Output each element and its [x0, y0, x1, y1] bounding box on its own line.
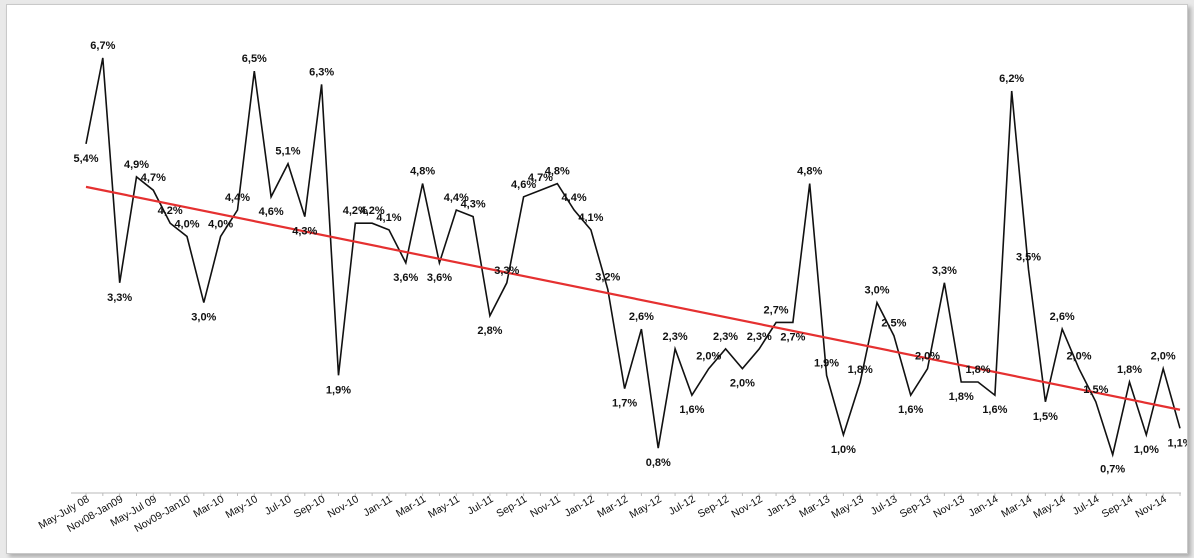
x-tick-label: Jul-13 [869, 493, 900, 518]
data-label: 5,1% [275, 146, 300, 158]
x-tick-label: Jul-10 [263, 493, 294, 518]
data-label: 1,8% [848, 364, 873, 376]
data-label: 4,6% [511, 179, 536, 191]
x-tick-label: Mar-12 [595, 493, 630, 520]
data-label: 2,0% [915, 351, 940, 363]
data-label: 0,8% [646, 457, 671, 469]
data-label: 4,7% [141, 172, 166, 184]
data-label: 3,0% [865, 285, 890, 297]
data-label: 4,8% [410, 166, 435, 178]
data-label: 2,6% [629, 311, 654, 323]
x-tick-label: May-10 [223, 493, 259, 521]
data-label: 4,7% [528, 172, 553, 184]
data-label: 1,0% [1134, 444, 1159, 456]
x-tick-label: Jul-12 [667, 493, 698, 518]
x-tick-label: Nov-11 [528, 493, 563, 520]
data-label: 4,2% [158, 205, 183, 217]
data-label: 2,7% [780, 331, 805, 343]
data-label: 2,0% [696, 351, 721, 363]
data-label: 4,2% [343, 205, 368, 217]
x-tick-label: Sep-11 [494, 493, 529, 520]
data-label: 2,0% [1066, 351, 1091, 363]
data-label: 4,4% [444, 192, 469, 204]
data-label: 4,4% [562, 192, 587, 204]
data-label: 2,8% [477, 325, 502, 337]
data-label: 1,6% [898, 404, 923, 416]
data-label: 4,3% [292, 226, 317, 238]
x-tick-label: May-14 [1031, 493, 1067, 521]
data-label: 4,0% [208, 218, 233, 230]
series-line [85, 57, 1181, 458]
x-tick-label: May-13 [829, 493, 865, 521]
data-label: 1,9% [814, 357, 839, 369]
trend-line [85, 185, 1181, 411]
data-label: 2,3% [663, 331, 688, 343]
chart-frame: 5,4% 6,7% 3,3% 4,9% 4,7% 4,2% 4,0% 3,0% 4,0% 4,4%… [6, 4, 1188, 554]
data-label: 3,6% [427, 272, 452, 284]
data-label: 6,7% [90, 40, 115, 52]
data-label: 2,5% [881, 318, 906, 330]
x-tick-label: Sep-13 [898, 493, 933, 520]
data-label: 1,9% [326, 384, 351, 396]
data-label: 6,3% [309, 66, 334, 78]
data-label: 4,0% [174, 218, 199, 230]
x-tick-label: Jan-13 [765, 493, 799, 520]
data-label: 2,3% [713, 331, 738, 343]
x-tick-label: Mar-11 [394, 493, 428, 520]
x-tick-label: Nov-12 [729, 493, 764, 520]
data-label: 1,7% [612, 398, 637, 410]
x-tick-label: Jul-11 [465, 493, 495, 517]
x-tick-label: Jan-12 [563, 493, 597, 520]
data-label: 4,1% [578, 212, 603, 224]
data-label: 1,8% [949, 391, 974, 403]
data-label: 0,7% [1100, 464, 1125, 476]
data-label: 2,3% [747, 331, 772, 343]
data-label: 1,5% [1083, 384, 1108, 396]
data-label: 2,6% [1050, 311, 1075, 323]
x-tick-label: May-11 [426, 493, 462, 521]
data-label: 4,3% [461, 199, 486, 211]
data-label: 4,2% [360, 205, 385, 217]
data-label: 3,5% [1016, 252, 1041, 264]
data-label: 4,8% [545, 166, 570, 178]
x-tick-label: Nov-10 [325, 493, 360, 520]
x-tick-label: Sep-10 [292, 493, 327, 520]
data-label: 2,0% [1151, 351, 1176, 363]
x-tick-label: Jan-11 [361, 493, 394, 519]
data-label: 4,8% [797, 166, 822, 178]
data-label: 3,2% [595, 271, 620, 283]
data-label: 4,6% [259, 206, 284, 218]
x-tick-label: Sep-12 [696, 493, 731, 520]
data-label: 3,3% [494, 265, 519, 277]
x-tick-label: Mar-13 [797, 493, 832, 520]
data-label: 3,3% [932, 265, 957, 277]
x-tick-label: Mar-14 [999, 493, 1034, 520]
data-label: 4,9% [124, 159, 149, 171]
data-label: 3,0% [191, 312, 216, 324]
x-tick-label: May-12 [627, 493, 663, 521]
data-label: 3,3% [107, 292, 132, 304]
data-label: 5,4% [73, 153, 98, 165]
data-label: 1,1% [1167, 437, 1187, 449]
data-label: 1,8% [1117, 364, 1142, 376]
data-label: 2,0% [730, 378, 755, 390]
data-label: 6,2% [999, 73, 1024, 85]
data-label: 6,5% [242, 53, 267, 65]
data-label: 1,6% [679, 404, 704, 416]
x-tick-label: Jan-14 [967, 493, 1001, 520]
x-tick-label: Sep-14 [1100, 493, 1135, 520]
data-label: 1,8% [965, 364, 990, 376]
data-label: 4,1% [376, 212, 401, 224]
data-label: 1,5% [1033, 411, 1058, 423]
x-tick-label: Nov-13 [931, 493, 966, 520]
line-chart: 5,4%6,7%3,3%4,9%4,7%4,2%4,0%3,0%4,0%4,4%… [36, 40, 1187, 535]
data-label: 2,7% [764, 304, 789, 316]
x-tick-label: Nov-14 [1133, 493, 1168, 520]
data-label: 1,6% [982, 404, 1007, 416]
x-tick-label: Mar-10 [191, 493, 226, 520]
data-label: 3,6% [393, 272, 418, 284]
data-label: 1,0% [831, 444, 856, 456]
x-tick-label: Jul-14 [1071, 493, 1102, 518]
data-label: 4,4% [225, 192, 250, 204]
